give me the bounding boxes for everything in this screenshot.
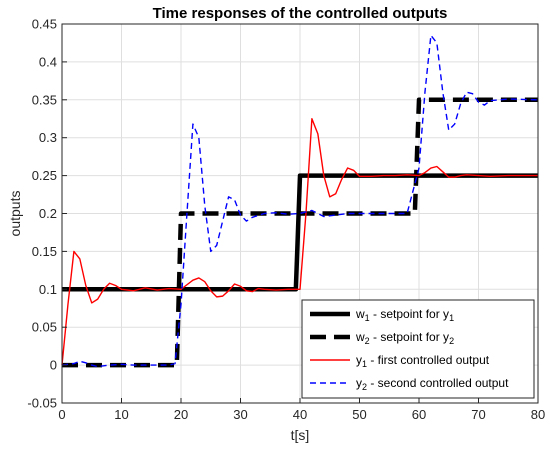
ticks: 0 10 20 30 40 50 60 70 80-0.0500.050.10.150.20.2…: [27, 17, 545, 423]
series-line-4: [61, 34, 539, 368]
x-tick-label: 20: [174, 407, 188, 422]
y-tick-label: 0.05: [32, 320, 57, 335]
y-tick-label: 0.15: [32, 244, 57, 259]
chart-title: Time responses of the controlled outputs: [153, 5, 448, 22]
legend-entry: w2 - setpoint for y2: [355, 330, 454, 346]
x-tick-label: 10: [114, 407, 128, 422]
y-tick-label: 0.1: [39, 282, 57, 297]
x-tick-label: 50: [352, 407, 366, 422]
series-line-3: [61, 118, 538, 366]
x-tick-label: 30: [233, 407, 247, 422]
legend-entry: y2 - second controlled output: [356, 376, 509, 392]
legend-entry: y1 - first controlled output: [356, 353, 490, 369]
series-line-2: [62, 97, 538, 368]
y-tick-label: 0: [50, 358, 57, 373]
x-tick-label: 40: [293, 407, 307, 422]
x-tick-label: 60: [412, 407, 426, 422]
x-tick-label: 70: [471, 407, 485, 422]
legend: w1 - setpoint for y1 w2 - setpoint for y2…: [301, 299, 535, 399]
y-tick-label: 0.3: [39, 130, 57, 145]
y-tick-label: 0.2: [39, 206, 57, 221]
y-tick-label: 0.45: [32, 17, 57, 32]
y-tick-label: 0.35: [32, 92, 57, 107]
y-axis-label: outputs: [7, 191, 23, 237]
x-tick-label: 80: [531, 407, 545, 422]
x-tick-label: 0: [58, 407, 65, 422]
x-axis-label: t[s]: [291, 427, 310, 443]
series-lines: [61, 34, 539, 368]
legend-entry: w1 - setpoint for y1: [355, 307, 454, 323]
y-tick-label: -0.05: [27, 396, 57, 411]
y-tick-label: 0.4: [39, 54, 57, 69]
legend-box: [301, 299, 535, 399]
y-tick-label: 0.25: [32, 168, 57, 183]
